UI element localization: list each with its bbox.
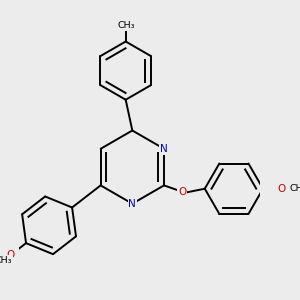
Text: N: N [160,144,168,154]
Text: CH₃: CH₃ [0,256,12,265]
Text: CH₃: CH₃ [118,21,135,30]
Text: O: O [277,184,285,194]
Text: CH₃: CH₃ [289,184,300,193]
Text: O: O [7,250,15,260]
Text: N: N [128,199,136,209]
Text: O: O [178,187,187,197]
